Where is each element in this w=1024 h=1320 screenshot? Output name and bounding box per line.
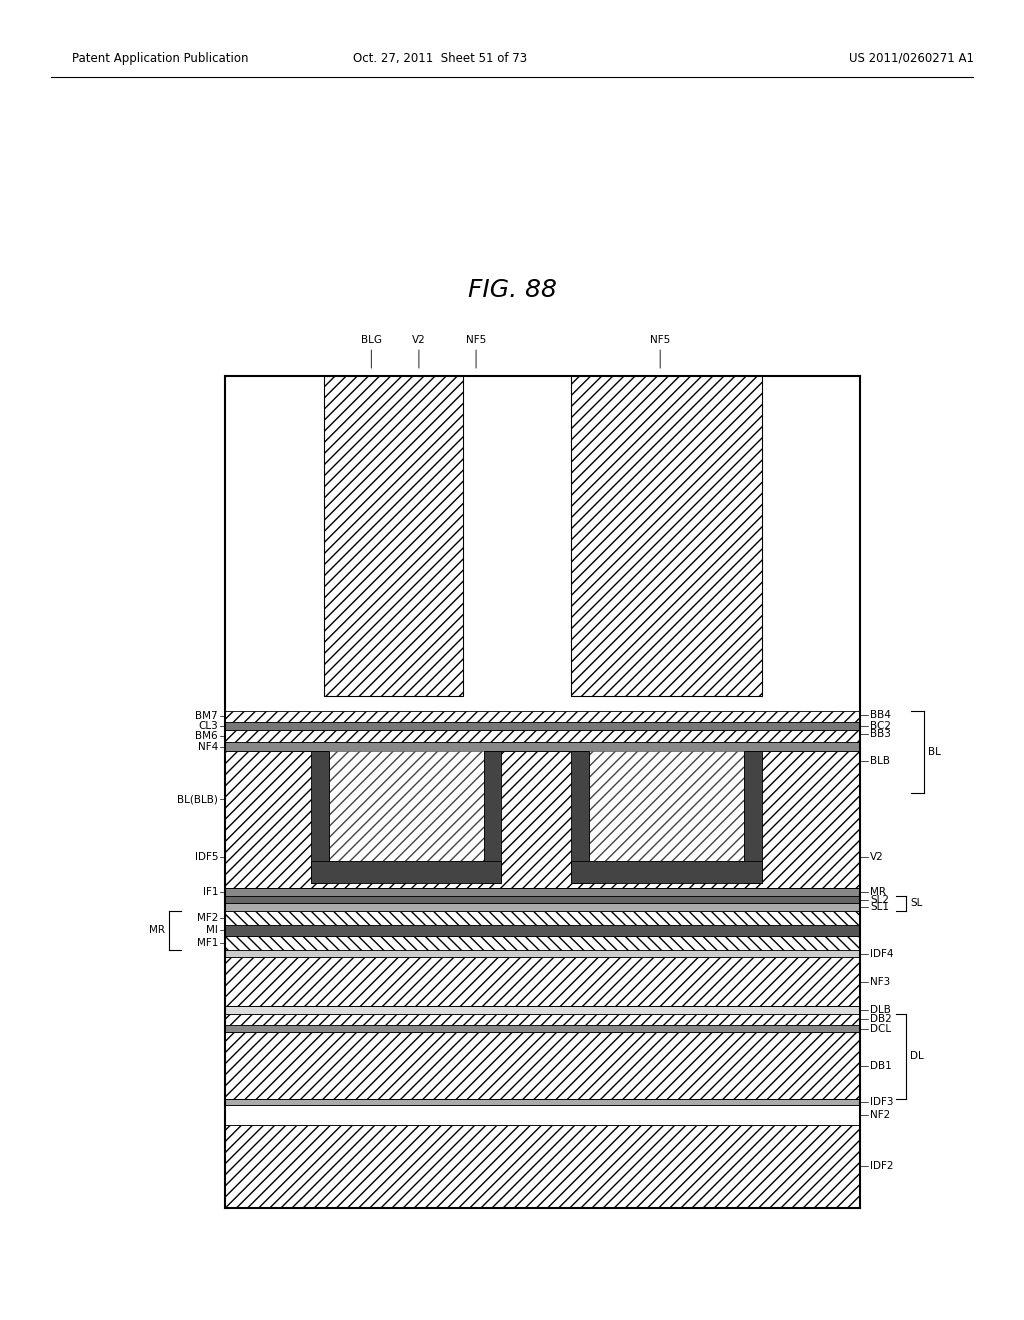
Text: MF1: MF1 xyxy=(197,939,218,948)
Bar xyxy=(329,751,483,861)
Text: MI: MI xyxy=(206,925,218,936)
Bar xyxy=(225,1024,860,1032)
Bar xyxy=(225,888,860,896)
Text: DCL: DCL xyxy=(870,1023,892,1034)
Text: BLB: BLB xyxy=(870,756,891,766)
Text: Patent Application Publication: Patent Application Publication xyxy=(72,51,248,65)
Bar xyxy=(571,751,589,883)
Bar xyxy=(225,950,860,957)
Bar xyxy=(225,1125,860,1208)
Text: BB4: BB4 xyxy=(870,710,891,721)
Text: MF2: MF2 xyxy=(197,913,218,923)
Text: BL: BL xyxy=(928,747,941,756)
Bar xyxy=(483,751,502,883)
Text: NF3: NF3 xyxy=(870,977,891,986)
Bar xyxy=(225,730,860,742)
Bar xyxy=(225,1006,860,1014)
Bar xyxy=(324,376,463,696)
Text: V2: V2 xyxy=(870,851,884,862)
Text: CL3: CL3 xyxy=(199,721,218,731)
Text: BM7: BM7 xyxy=(196,711,218,721)
Text: IDF2: IDF2 xyxy=(870,1162,894,1171)
Bar xyxy=(225,710,860,722)
Bar xyxy=(225,936,860,950)
Text: DL: DL xyxy=(910,1052,924,1061)
Text: IDF5: IDF5 xyxy=(195,851,218,862)
Bar xyxy=(225,1105,860,1125)
Bar xyxy=(225,911,860,925)
Text: FIG. 88: FIG. 88 xyxy=(468,279,556,302)
Text: NF2: NF2 xyxy=(870,1110,891,1119)
Bar xyxy=(225,957,860,1006)
Bar xyxy=(311,751,329,883)
Text: DB2: DB2 xyxy=(870,1015,892,1024)
Text: IDF4: IDF4 xyxy=(870,949,894,958)
Text: IF1: IF1 xyxy=(203,887,218,898)
Bar xyxy=(571,861,762,883)
Bar xyxy=(571,376,762,696)
Bar xyxy=(225,1032,860,1098)
Text: BB3: BB3 xyxy=(870,729,891,739)
Text: SL2: SL2 xyxy=(870,895,890,904)
Bar xyxy=(329,751,483,861)
Bar xyxy=(225,925,860,936)
Bar xyxy=(225,1098,860,1105)
Text: BL(BLB): BL(BLB) xyxy=(177,795,218,804)
Text: V2: V2 xyxy=(412,334,426,345)
Text: MR: MR xyxy=(148,925,165,936)
Bar xyxy=(589,751,744,861)
Bar xyxy=(225,903,860,911)
Text: BC2: BC2 xyxy=(870,721,892,731)
Text: IDF3: IDF3 xyxy=(870,1097,894,1106)
Bar xyxy=(744,751,762,883)
Text: SL1: SL1 xyxy=(870,902,890,912)
Text: BM6: BM6 xyxy=(196,731,218,742)
Bar xyxy=(225,742,860,751)
Bar xyxy=(225,722,860,730)
Text: Oct. 27, 2011  Sheet 51 of 73: Oct. 27, 2011 Sheet 51 of 73 xyxy=(353,51,527,65)
Bar xyxy=(225,751,860,888)
Bar xyxy=(311,861,502,883)
Text: NF4: NF4 xyxy=(198,742,218,751)
Text: MR: MR xyxy=(870,887,887,898)
Text: DLB: DLB xyxy=(870,1005,891,1015)
Bar xyxy=(225,896,860,903)
Text: SL: SL xyxy=(910,899,923,908)
Text: NF5: NF5 xyxy=(466,334,486,345)
Text: BLG: BLG xyxy=(360,334,382,345)
Text: US 2011/0260271 A1: US 2011/0260271 A1 xyxy=(849,51,974,65)
Text: DB1: DB1 xyxy=(870,1060,892,1071)
Bar xyxy=(589,751,744,861)
Bar xyxy=(225,1014,860,1024)
Text: NF5: NF5 xyxy=(650,334,671,345)
